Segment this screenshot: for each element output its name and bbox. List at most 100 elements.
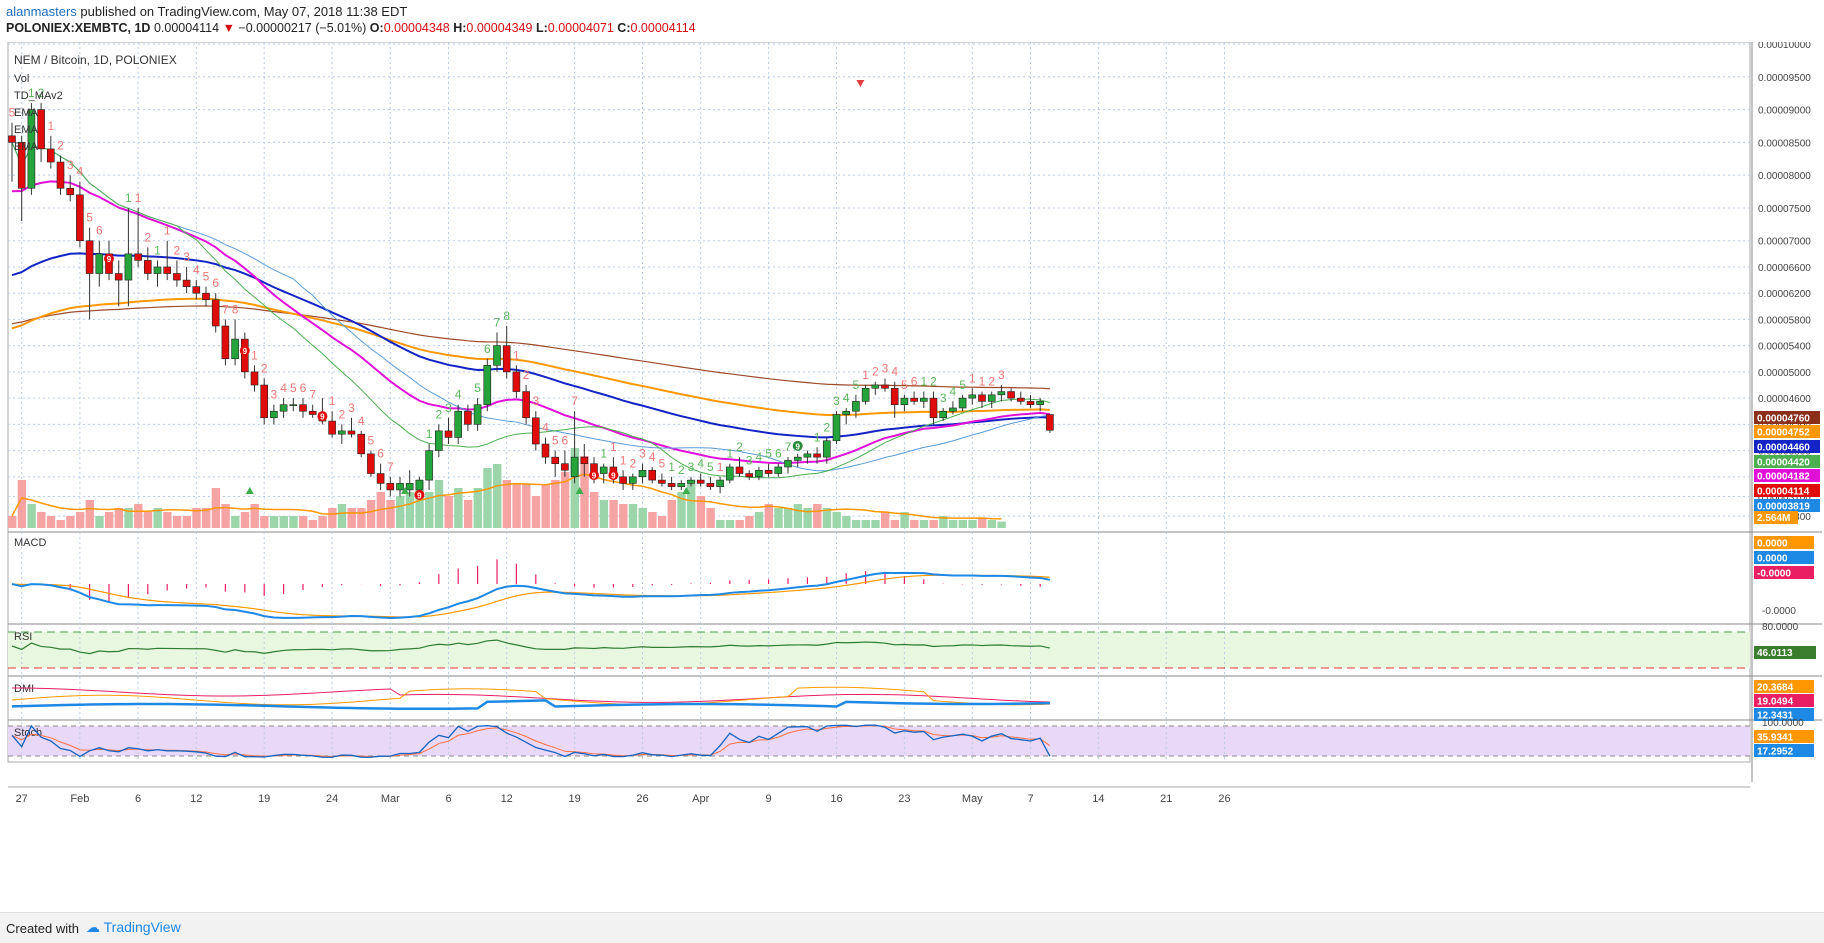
volume-bar [725,520,735,528]
td-count-label: 5 [765,447,772,461]
author-link[interactable]: alanmasters [6,4,77,19]
volume-bar [502,480,512,528]
td-count-label: 1 [513,348,520,362]
candle-body [221,325,230,360]
dmi-tag [1754,708,1814,721]
macd-axis-label: -0.0000 [1762,606,1796,617]
volume-bar [648,512,657,528]
volume-bar [192,508,201,528]
volume-bar [134,504,143,528]
candle-body [667,483,676,487]
publish-line: alanmasters published on TradingView.com… [6,4,407,19]
dmi-plus-line [11,686,1050,706]
price-tag [1754,425,1820,438]
macd-line [11,571,1051,620]
volume-bar [570,448,579,528]
td-count-label: 2 [261,361,268,375]
candle-body [405,483,414,491]
tradingview-logo[interactable]: ☁ TradingView [86,919,181,935]
macd-tag [1754,551,1814,564]
sell-signal-icon [856,80,865,87]
td-count-label: 6 [377,447,384,461]
price-tag-label: 0.00004460 [1757,443,1810,454]
volume-bar [347,508,356,528]
x-tick-label: 23 [898,793,910,805]
candle-body [774,466,783,474]
y-tick-label: 0.00009000 [1758,106,1811,117]
td-count-label: 5 [707,460,714,474]
candle-body [745,473,754,478]
candles-layer [8,103,1054,497]
dmi-tag-label: 19.0494 [1757,697,1794,708]
td-count-label: 5 [959,378,966,392]
candle-body [1016,397,1025,402]
candle-body [202,292,210,301]
candle-body [522,391,530,419]
td-count-label: 1 [125,191,132,205]
td-setup-marker [239,345,250,356]
td-count-label: 4 [756,450,763,464]
ma-lightblue-line [11,142,1050,472]
td-count-label: 4 [77,165,84,179]
td-count-label: 6 [484,342,491,356]
volume-bar [240,512,250,528]
td-count-label: 2 [174,243,181,257]
candle-body [386,483,395,491]
candle-body [541,443,550,458]
candle-body [376,473,385,484]
candle-body [66,187,74,196]
volume-bar [114,508,124,528]
volume-bar [609,500,618,528]
td-count-label: 7 [571,394,578,408]
candle-body [1036,401,1044,405]
legend-entry: EMA [14,141,39,153]
macd-tag-label: 0.0000 [1757,554,1788,565]
volume-bar [580,456,589,528]
candle-body [483,365,492,405]
volume-bar [560,472,570,528]
candle-body [502,345,511,373]
volume-bar [667,500,676,528]
volume-bar [483,468,492,528]
stoch-band [8,726,1750,756]
volume-bar [696,496,706,528]
volume-bar [522,484,531,528]
x-tick-label: Mar [381,793,400,805]
td-count-label: 1 [135,191,142,205]
dmi-minus-line [11,687,1050,703]
candle-body [725,466,734,481]
price-tag-label: 0.00004752 [1757,428,1810,439]
last-price: 0.00004114 [153,21,220,35]
volume-bar [881,512,890,528]
volume-bar [27,504,36,528]
volume-bar [919,520,929,528]
candle-body [764,469,773,474]
close-value: 0.00004114 [630,21,696,35]
candle-body [357,433,366,455]
x-tick-label: 9 [766,793,772,805]
candle-body [890,387,899,405]
candle-body [561,463,569,471]
volume-bar [366,500,376,528]
candle-body [822,440,831,458]
candle-body [716,479,724,487]
volume-bar [657,516,667,528]
candle-body [987,394,996,402]
rsi-tag [1754,646,1816,659]
candle-body [628,476,637,484]
volume-bar [706,508,715,528]
candle-body [735,466,744,474]
rsi-title: RSI [14,631,32,643]
candle-body [512,371,521,392]
volume-bar [182,516,191,528]
candle-body [114,273,123,281]
volume-bar [279,516,288,528]
y-tick-label: 0.00006600 [1758,263,1811,274]
candle-body [144,260,152,274]
y-tick-label: 0.00004600 [1758,394,1811,405]
x-tick-label: 14 [1092,793,1104,805]
y-tick-label: 0.00008500 [1758,138,1811,149]
td-count-label: 3 [833,394,840,408]
volume-bar [871,520,880,528]
